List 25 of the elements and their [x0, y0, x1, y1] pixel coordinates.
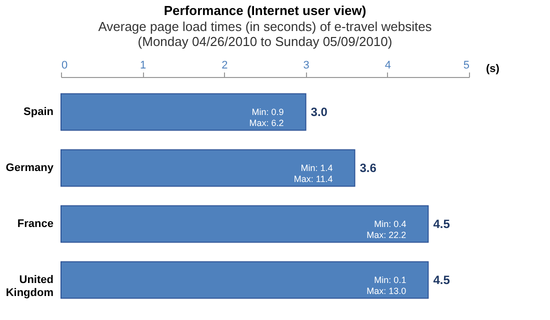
- data-label: 3.6: [360, 161, 377, 175]
- y-tick-label: United Kingdom: [6, 274, 54, 299]
- bar: [60, 205, 429, 243]
- x-tick-label: 0: [62, 60, 68, 72]
- bar: [60, 149, 356, 187]
- x-tick-label: 2: [222, 60, 228, 72]
- x-axis-title: (s): [486, 63, 500, 75]
- y-tick-label: Germany: [6, 162, 54, 174]
- bar: [60, 93, 306, 131]
- x-tick-label: 1: [140, 60, 146, 72]
- chart-subtitle: Average page load times (in seconds) of e-travel websites (Monday 04/26/2010 to Sunday 05/09/2010): [98, 19, 432, 49]
- annotation: Min: 1.4 Max: 11.4: [294, 163, 333, 184]
- annotation: Min: 0.4 Max: 22.2: [366, 219, 406, 240]
- x-tick-label: 3: [303, 60, 310, 72]
- annotation: Min: 0.1 Max: 13.0: [366, 275, 406, 296]
- x-tick-label: 4: [384, 60, 391, 72]
- data-label: 4.5: [433, 273, 450, 287]
- chart-title: Performance (Internet user view): [164, 3, 366, 18]
- y-tick-label: Spain: [24, 106, 54, 118]
- data-label: 4.5: [433, 217, 450, 231]
- y-tick-label: France: [17, 218, 54, 230]
- bar: [60, 261, 429, 299]
- x-tick-label: 5: [463, 60, 470, 72]
- data-label: 3.0: [310, 105, 328, 119]
- annotation: Min: 0.9 Max: 6.2: [249, 107, 284, 128]
